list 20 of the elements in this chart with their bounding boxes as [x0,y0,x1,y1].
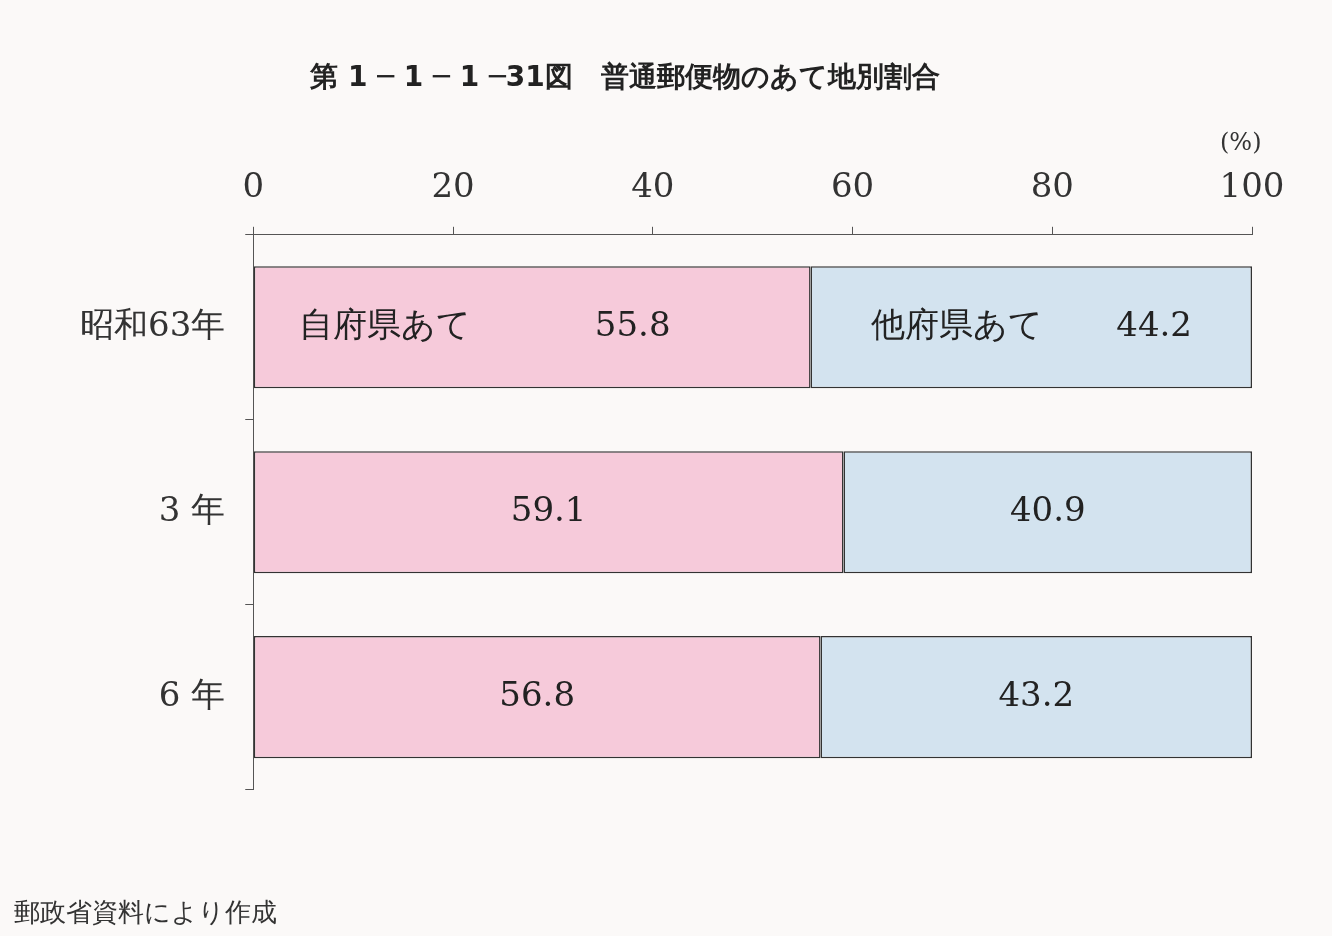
series-label: 自府県あて [298,304,471,345]
y-tick-label: 3 年 [158,489,226,530]
x-tick-label: 0 [242,165,265,206]
data-label: 40.9 [1009,489,1086,530]
series-label: 他府県あて [870,304,1043,345]
y-tick-label: 6 年 [158,673,226,714]
text: 郵政省資料により作成 [14,896,277,929]
data-label: 56.8 [499,673,576,714]
data-label: 59.1 [510,489,587,530]
data-label: 43.2 [998,673,1075,714]
x-axis-title: (%) [1220,128,1262,156]
x-tick-label: 60 [830,165,875,206]
x-tick-label: 80 [1030,165,1074,206]
x-tick-label: 40 [631,165,675,206]
x-tick-label: 20 [431,165,475,206]
data-label: 55.8 [594,304,671,345]
data-label: 44.2 [1116,304,1192,345]
chart-title: 第 1 ─ 1 ─ 1 ─31図 普通郵便物のあて地別割合 [309,59,941,95]
y-tick-label: 昭和63年 [80,304,226,345]
x-tick-label: 100 [1219,165,1285,206]
